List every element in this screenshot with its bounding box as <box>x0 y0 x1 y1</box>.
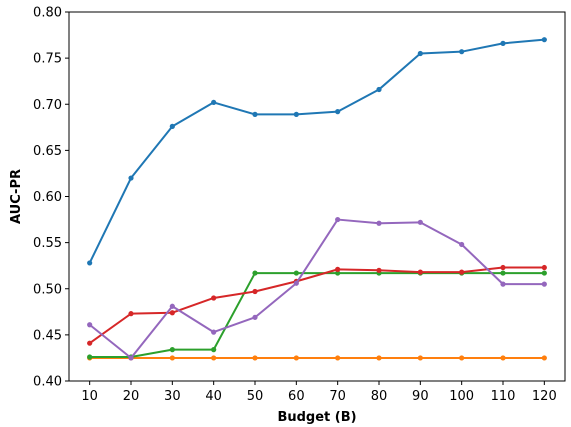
data-point <box>293 270 299 276</box>
x-tick-label: 20 <box>123 389 140 404</box>
data-point <box>335 270 341 276</box>
x-tick-label: 40 <box>205 389 222 404</box>
y-tick-label: 0.75 <box>33 52 62 67</box>
data-point <box>252 111 258 117</box>
data-point <box>417 269 423 275</box>
y-axis-label: AUC-PR <box>9 169 24 224</box>
data-point <box>87 322 93 328</box>
data-point <box>335 355 341 361</box>
data-point <box>541 264 547 271</box>
data-point <box>169 355 175 361</box>
data-point <box>252 288 258 295</box>
series-line <box>89 272 545 359</box>
data-point <box>169 310 175 316</box>
data-point <box>211 295 217 301</box>
series-layer <box>87 37 547 361</box>
data-point <box>169 347 175 353</box>
data-point <box>293 280 299 286</box>
series-line <box>88 38 545 264</box>
data-point <box>541 355 547 361</box>
plot-frame <box>68 11 566 382</box>
data-point <box>376 86 382 93</box>
data-point <box>211 355 217 361</box>
x-tick-label: 50 <box>247 389 264 404</box>
data-point <box>500 40 506 46</box>
data-point <box>169 303 175 309</box>
y-tick-label: 0.60 <box>33 190 62 205</box>
series-2 <box>87 355 547 361</box>
x-axis: 10 20 30 40 50 60 70 80 90 100 110 120 <box>81 381 557 404</box>
data-point <box>417 50 423 57</box>
data-point <box>252 314 258 320</box>
data-point <box>541 281 547 287</box>
data-point <box>459 269 465 275</box>
series-5 <box>87 216 547 361</box>
x-tick-label: 120 <box>532 389 557 404</box>
data-point <box>459 355 465 361</box>
y-tick-label: 0.50 <box>33 282 62 297</box>
x-tick-label: 100 <box>449 389 474 404</box>
data-point <box>335 109 341 115</box>
data-point <box>541 270 547 276</box>
x-axis-label: Budget (B) <box>277 410 356 425</box>
y-tick-label: 0.40 <box>33 375 62 390</box>
data-point <box>417 355 423 361</box>
data-point <box>211 329 217 335</box>
data-point <box>376 355 382 361</box>
y-tick-label: 0.80 <box>33 6 62 21</box>
data-point <box>211 99 217 106</box>
y-axis: 0.40 0.45 0.50 0.55 0.60 0.65 0.70 0.75 0.80 <box>33 6 69 390</box>
data-point <box>459 241 465 248</box>
x-tick-label: 110 <box>491 389 516 404</box>
x-tick-label: 70 <box>329 389 346 404</box>
data-point <box>252 355 258 361</box>
series-line <box>89 266 545 344</box>
data-point <box>128 175 134 181</box>
data-point <box>500 355 506 361</box>
y-tick-label: 0.65 <box>33 144 62 159</box>
data-point <box>500 281 506 287</box>
data-point <box>376 267 382 273</box>
data-point <box>252 270 258 276</box>
series-4 <box>87 264 547 346</box>
y-tick-label: 0.70 <box>33 98 62 113</box>
data-point <box>211 347 217 353</box>
y-tick-label: 0.55 <box>33 236 62 251</box>
data-point <box>87 354 93 360</box>
data-point <box>417 219 423 225</box>
x-tick-label: 80 <box>371 389 388 404</box>
data-point <box>87 260 93 266</box>
x-tick-label: 60 <box>288 389 305 404</box>
x-tick-label: 90 <box>412 389 429 404</box>
series-3 <box>87 270 547 360</box>
data-point <box>500 264 506 271</box>
data-point <box>335 266 341 272</box>
data-point <box>459 49 465 55</box>
data-point <box>500 270 506 276</box>
series-1 <box>87 37 547 266</box>
data-point <box>169 123 175 129</box>
data-point <box>128 311 134 317</box>
data-point <box>293 355 299 361</box>
data-point <box>128 355 134 361</box>
data-point <box>293 111 299 117</box>
series-line <box>89 218 545 359</box>
x-tick-label: 10 <box>81 389 98 404</box>
data-point <box>335 216 341 223</box>
data-point <box>541 37 547 43</box>
y-tick-label: 0.45 <box>33 328 62 343</box>
x-tick-label: 30 <box>164 389 181 404</box>
data-point <box>376 220 382 226</box>
data-point <box>87 340 93 346</box>
